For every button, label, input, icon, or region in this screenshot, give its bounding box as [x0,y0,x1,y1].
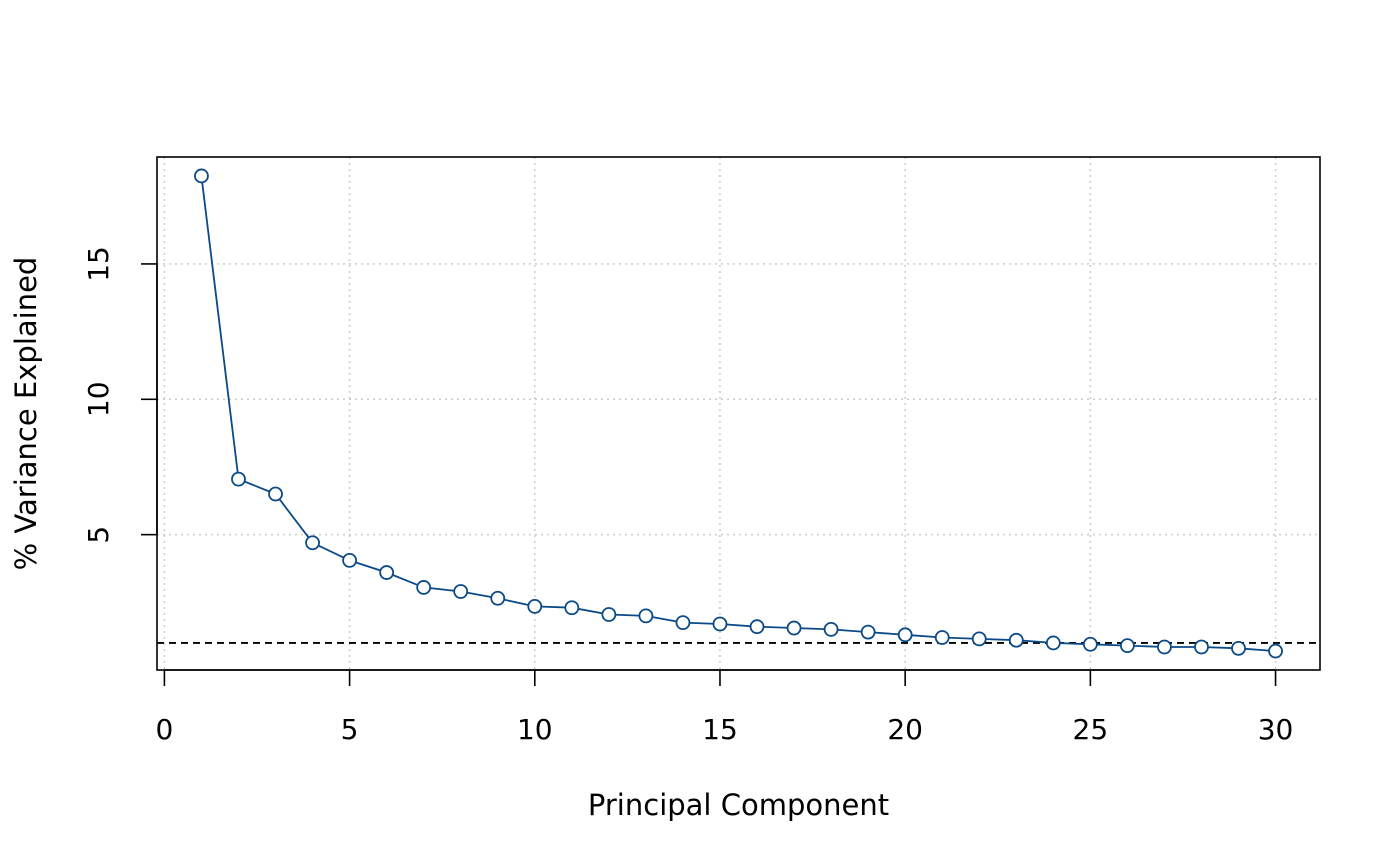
data-point [453,584,469,599]
data-point [675,615,691,631]
data-point [601,607,617,622]
data-point [194,168,209,184]
data-point [934,630,950,645]
x-tick-label: 25 [1073,713,1109,746]
x-tick-label: 15 [702,713,738,746]
data-point [638,608,654,624]
data-point [342,552,357,568]
data-point [1268,643,1283,659]
data-point [416,580,432,595]
data-point [1231,640,1246,656]
data-point [379,565,395,580]
data-point [1008,632,1024,648]
data-point [897,627,913,643]
data-point [860,624,876,640]
data-point [268,486,283,502]
series-layer [194,168,1283,659]
plot-frame [156,156,1321,671]
y-tick-label: 10 [82,381,115,417]
x-tick-label: 20 [887,713,923,746]
x-tick-label: 30 [1258,713,1294,746]
data-point [1194,639,1209,655]
data-point [823,621,839,637]
x-tick-label: 0 [155,713,173,746]
series-line [200,175,1276,652]
data-point [786,620,802,636]
data-point [490,590,506,606]
data-point [1157,639,1172,655]
data-point [527,598,543,614]
y-tick-label: 15 [82,246,115,282]
x-axis: 0 5 10 15 20 25 30 [155,669,1294,746]
x-tick-label: 10 [517,713,553,746]
data-point [305,535,320,551]
data-point [749,619,765,635]
x-tick-label: 5 [341,713,359,746]
data-point [1082,636,1098,652]
data-point [231,471,246,487]
data-point [564,600,580,616]
data-point [1045,635,1061,651]
x-axis-title: Principal Component [588,788,889,822]
y-tick-label: 5 [82,526,115,544]
data-point [712,616,728,632]
data-point [971,631,987,647]
y-axis: 5 10 15 [82,246,158,544]
grid-lines [157,157,1320,670]
data-point [1120,638,1135,654]
y-axis-title: % Variance Explained [9,257,43,571]
